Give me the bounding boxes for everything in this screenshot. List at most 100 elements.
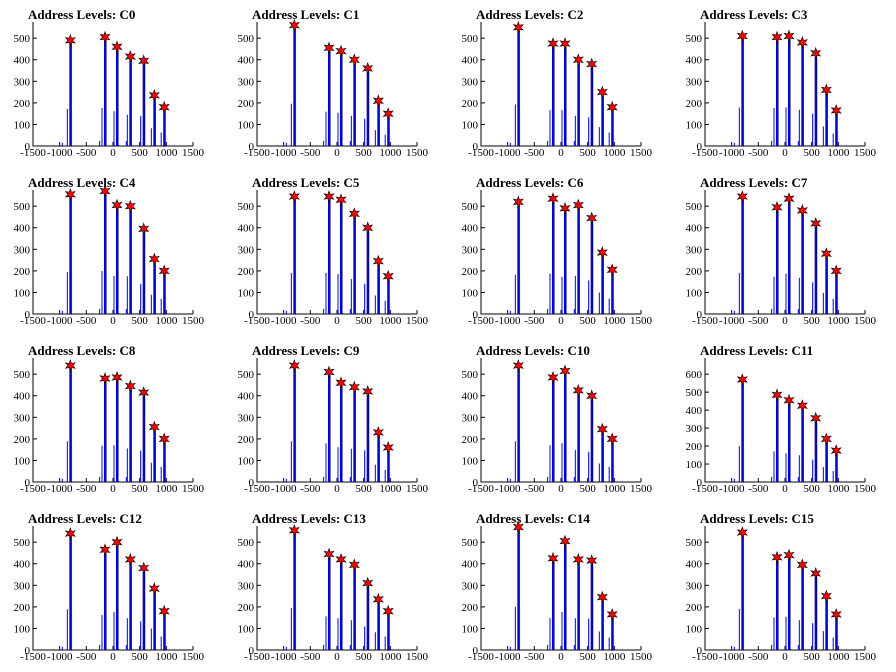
x-tick-label: -1500: [244, 147, 270, 159]
y-tick-label: 200: [686, 441, 703, 453]
y-tick-label: 400: [14, 391, 31, 403]
y-tick-label: 400: [686, 559, 703, 571]
chart-panel: Address Levels: C1 0 100 200 300 400 500 -1500-…: [224, 0, 448, 168]
peak-marker: [771, 388, 783, 402]
chart-title: Address Levels: C6: [476, 175, 584, 190]
y-tick-label: 300: [686, 76, 703, 88]
y-tick-label: 100: [462, 119, 479, 131]
peak-marker: [572, 198, 584, 212]
peak-marker: [796, 399, 808, 413]
x-tick-label: 1000: [827, 147, 850, 159]
x-tick-label: 0: [110, 315, 116, 327]
chart-svg: Address Levels: C30100200300400500-1500-…: [686, 7, 877, 159]
y-tick-label: 500: [238, 369, 255, 381]
y-tick-label: 500: [686, 201, 703, 213]
x-tick-label: 500: [579, 483, 596, 495]
chart-svg: Address Levels: C10100200300400500-1500-…: [238, 7, 429, 159]
x-tick-label: 1000: [603, 651, 626, 663]
x-tick-label: 500: [355, 315, 372, 327]
y-tick-label: 100: [14, 287, 31, 299]
x-tick-label: 1000: [603, 483, 626, 495]
x-tick-label: -1000: [495, 315, 521, 327]
x-tick-label: 1000: [155, 651, 178, 663]
peak-marker: [559, 534, 571, 548]
peak-marker: [64, 187, 76, 201]
chart-title: Address Levels: C4: [28, 175, 136, 190]
peak-marker: [572, 383, 584, 397]
peak-marker: [559, 201, 571, 215]
y-tick-label: 200: [462, 98, 479, 110]
peak-marker: [596, 422, 608, 436]
peak-marker: [64, 359, 76, 372]
peak-marker: [158, 100, 170, 114]
peak-marker: [323, 365, 335, 379]
axis-lines: [32, 190, 193, 315]
y-tick-label: 300: [14, 76, 31, 88]
x-tick-label: -1000: [47, 315, 73, 327]
peak-marker: [771, 200, 783, 214]
peak-marker: [830, 264, 842, 278]
peak-marker: [547, 37, 559, 51]
chart-panel: Address Levels: C14 0 100 200 300 400 500 -1500…: [448, 504, 672, 672]
peak-marker: [158, 264, 170, 278]
chart-svg: Address Levels: C00100200300400500-1500-…: [14, 7, 205, 159]
chart-title: Address Levels: C12: [28, 511, 142, 526]
y-tick-label: 200: [462, 434, 479, 446]
peak-marker: [586, 389, 598, 403]
chart-panel: Address Levels: C8 0 100 200 300 400 500 -1500-…: [0, 336, 224, 504]
peak-marker: [111, 198, 123, 212]
peak-marker: [348, 53, 360, 67]
x-tick-label: 1500: [406, 651, 429, 663]
chart-svg: Address Levels: C40100200300400500-1500-…: [14, 175, 205, 327]
peak-marker: [810, 566, 822, 580]
y-tick-label: 0: [249, 477, 255, 489]
y-tick-label: 0: [25, 141, 31, 153]
y-tick-label: 200: [686, 98, 703, 110]
x-tick-label: -500: [524, 315, 545, 327]
peak-marker: [606, 263, 618, 277]
peak-marker: [382, 269, 394, 283]
y-tick-label: 0: [697, 645, 703, 657]
y-tick-label: 100: [238, 623, 255, 635]
chart-panel: Address Levels: C13 0 100 200 300 400 500 -1500…: [224, 504, 448, 672]
chart-title: Address Levels: C5: [252, 175, 360, 190]
chart-svg: Address Levels: C10 0 100 200 300 400 500 -1500…: [462, 343, 653, 495]
x-tick-label: -1000: [719, 147, 745, 159]
y-tick-label: 0: [697, 477, 703, 489]
axis-lines: [704, 22, 865, 147]
x-tick-label: -500: [76, 483, 97, 495]
peak-marker: [830, 103, 842, 117]
y-tick-label: 0: [473, 309, 479, 321]
peak-marker: [606, 100, 618, 114]
chart-panel: Address Levels: C11 0 100 200 300 400 500 600 -1…: [672, 336, 896, 504]
x-tick-label: 1500: [406, 147, 429, 159]
y-tick-label: 400: [462, 223, 479, 235]
y-tick-label: 200: [686, 602, 703, 614]
x-tick-label: 0: [334, 147, 340, 159]
peak-marker: [323, 547, 335, 561]
chart-title: Address Levels: C14: [476, 511, 590, 526]
peak-marker: [606, 432, 618, 446]
axis-lines: [256, 22, 417, 147]
x-tick-label: -1500: [20, 315, 46, 327]
y-tick-label: 100: [238, 455, 255, 467]
y-tick-label: 500: [238, 537, 255, 549]
y-tick-label: 200: [686, 266, 703, 278]
x-tick-label: 1000: [379, 147, 402, 159]
peak-marker: [111, 535, 123, 549]
y-tick-label: 300: [686, 580, 703, 592]
x-tick-label: 0: [558, 651, 564, 663]
x-tick-label: 1000: [155, 315, 178, 327]
chart-panel: Address Levels: C5 0 100 200 300 400 500 -1500-…: [224, 168, 448, 336]
peak-marker: [512, 520, 524, 534]
y-tick-label: 0: [25, 477, 31, 489]
peak-marker: [820, 83, 832, 97]
x-tick-label: 1500: [630, 483, 653, 495]
x-tick-label: -1500: [20, 651, 46, 663]
x-tick-label: -500: [300, 147, 321, 159]
x-tick-label: -1000: [495, 651, 521, 663]
y-tick-label: 400: [462, 391, 479, 403]
x-tick-label: 1000: [379, 651, 402, 663]
x-tick-label: 1000: [379, 483, 402, 495]
peak-marker: [572, 552, 584, 566]
